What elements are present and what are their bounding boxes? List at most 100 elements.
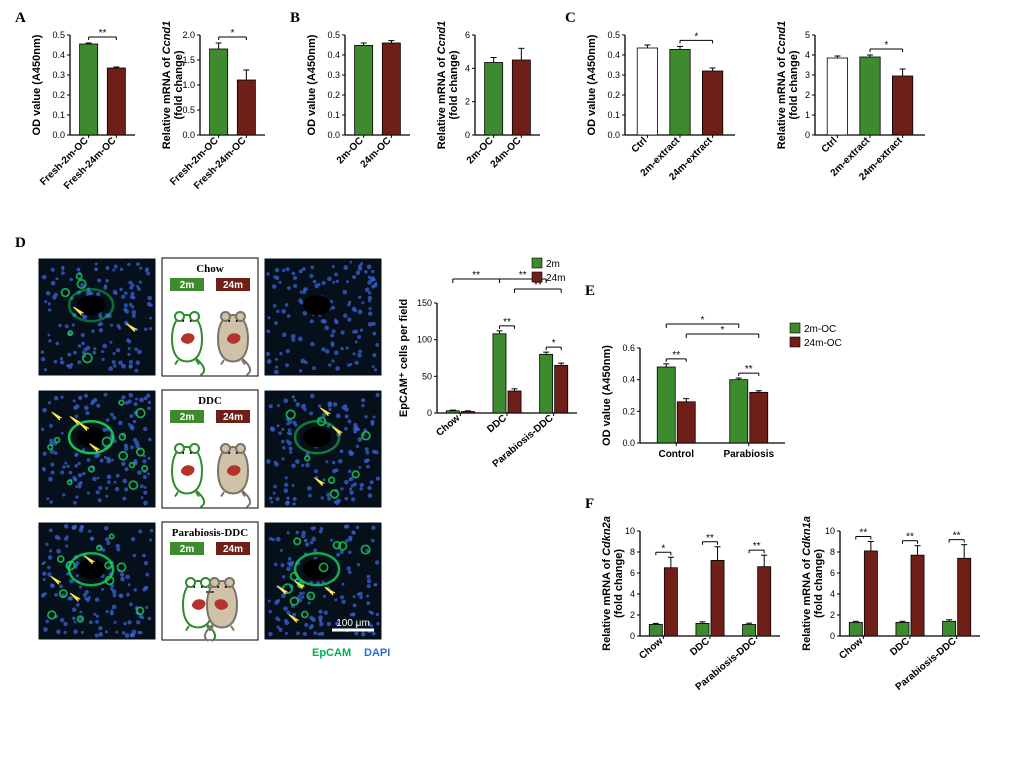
svg-text:**: **	[859, 528, 867, 539]
svg-text:8: 8	[630, 547, 635, 557]
panel-A: A 0.00.10.20.30.40.5OD value (A450nm)Fre…	[20, 15, 285, 230]
svg-text:DDC: DDC	[888, 636, 912, 658]
svg-text:Chow: Chow	[837, 636, 865, 662]
svg-text:2m: 2m	[180, 544, 195, 555]
svg-text:2.0: 2.0	[182, 30, 195, 40]
svg-text:Fresh-2m-OC: Fresh-2m-OC	[38, 135, 91, 188]
svg-text:*: *	[884, 40, 888, 51]
svg-text:100 μm: 100 μm	[336, 618, 370, 629]
svg-text:**: **	[672, 350, 680, 361]
svg-text:*: *	[231, 28, 235, 39]
svg-text:0.5: 0.5	[52, 30, 65, 40]
svg-text:Control: Control	[658, 449, 694, 460]
svg-text:6: 6	[630, 568, 635, 578]
svg-text:EpCAM⁺ cells per field: EpCAM⁺ cells per field	[398, 299, 410, 417]
svg-text:DDC: DDC	[688, 636, 712, 658]
svg-text:0.1: 0.1	[52, 110, 65, 120]
svg-text:0.5: 0.5	[607, 30, 620, 40]
svg-text:DDC: DDC	[198, 395, 222, 407]
svg-text:**: **	[503, 317, 511, 328]
svg-text:2: 2	[805, 90, 810, 100]
panel-F: F 0246810Relative mRNA of Cdkn2a(fold ch…	[590, 501, 990, 726]
svg-text:1: 1	[805, 110, 810, 120]
svg-text:Ctrl: Ctrl	[630, 135, 650, 155]
svg-text:24m: 24m	[223, 412, 243, 423]
svg-text:0.2: 0.2	[607, 90, 620, 100]
svg-text:0.4: 0.4	[52, 50, 65, 60]
svg-text:0: 0	[630, 631, 635, 641]
svg-text:Fresh-24m-OC: Fresh-24m-OC	[192, 135, 249, 192]
svg-text:**: **	[519, 270, 527, 281]
svg-text:4: 4	[630, 589, 635, 599]
svg-text:4: 4	[830, 589, 835, 599]
svg-text:0: 0	[805, 130, 810, 140]
panel-E: E 0.00.20.40.6OD value (A450nm)ControlPa…	[590, 288, 990, 493]
svg-text:0.3: 0.3	[52, 70, 65, 80]
svg-text:Fresh-2m-OC: Fresh-2m-OC	[168, 135, 221, 188]
svg-text:Relative mRNA of Cdkn1a(fold c: Relative mRNA of Cdkn1a(fold change)	[801, 516, 825, 651]
panel-D: D Chow2m24mDDC2m24mParabiosis-DDC2m24m10…	[20, 240, 580, 740]
svg-text:0.1: 0.1	[607, 110, 620, 120]
svg-text:*: *	[721, 325, 725, 336]
svg-text:0.3: 0.3	[607, 70, 620, 80]
svg-text:0.5: 0.5	[327, 30, 340, 40]
svg-text:Chow: Chow	[434, 413, 462, 439]
svg-text:*: *	[694, 31, 698, 42]
svg-text:*: *	[701, 315, 705, 326]
svg-text:0.2: 0.2	[52, 90, 65, 100]
svg-text:0.4: 0.4	[327, 50, 340, 60]
svg-text:DAPI: DAPI	[364, 647, 390, 659]
svg-text:50: 50	[422, 371, 432, 381]
svg-text:10: 10	[825, 526, 835, 536]
svg-text:Parabiosis-DDC: Parabiosis-DDC	[172, 527, 248, 539]
svg-text:10: 10	[625, 526, 635, 536]
svg-text:OD value (A450nm): OD value (A450nm)	[306, 34, 318, 135]
panel-label-E: E	[585, 283, 595, 300]
svg-text:24m: 24m	[223, 280, 243, 291]
svg-text:3: 3	[805, 70, 810, 80]
panel-B: B 0.00.10.20.30.40.5OD value (A450nm)2m-…	[295, 15, 560, 230]
svg-text:24m: 24m	[546, 273, 565, 284]
svg-text:**: **	[472, 270, 480, 281]
svg-text:0.4: 0.4	[607, 50, 620, 60]
svg-text:OD value (A450nm): OD value (A450nm)	[601, 345, 613, 446]
svg-text:4: 4	[465, 63, 470, 73]
svg-text:100: 100	[417, 335, 432, 345]
svg-text:0.0: 0.0	[52, 130, 65, 140]
svg-text:6: 6	[830, 568, 835, 578]
svg-text:DDC: DDC	[485, 413, 509, 435]
svg-text:6: 6	[465, 30, 470, 40]
svg-text:Chow: Chow	[637, 636, 665, 662]
svg-text:0.2: 0.2	[622, 406, 635, 416]
svg-text:0.0: 0.0	[607, 130, 620, 140]
svg-text:*: *	[661, 543, 665, 554]
svg-text:0.4: 0.4	[622, 375, 635, 385]
svg-text:2: 2	[465, 97, 470, 107]
svg-text:Parabiosis: Parabiosis	[723, 449, 774, 460]
svg-text:OD value (A450nm): OD value (A450nm)	[586, 34, 598, 135]
svg-text:Relative mRNA of Ccnd1(fold ch: Relative mRNA of Ccnd1(fold change)	[436, 21, 460, 150]
svg-text:24m-OC: 24m-OC	[359, 135, 394, 170]
svg-text:*: *	[552, 338, 556, 349]
svg-text:2m: 2m	[180, 280, 195, 291]
svg-text:Relative mRNA of Ccnd1(fold ch: Relative mRNA of Ccnd1(fold change)	[776, 21, 800, 150]
panel-label-C: C	[565, 10, 576, 27]
svg-text:0: 0	[465, 130, 470, 140]
svg-text:150: 150	[417, 298, 432, 308]
svg-text:Relative mRNA of Ccnd1(fold ch: Relative mRNA of Ccnd1(fold change)	[161, 21, 185, 150]
panel-label-B: B	[290, 10, 300, 27]
svg-text:8: 8	[830, 547, 835, 557]
svg-text:Relative mRNA of Cdkn2a(fold c: Relative mRNA of Cdkn2a(fold change)	[601, 516, 625, 651]
panel-label-A: A	[15, 10, 26, 27]
svg-text:Ctrl: Ctrl	[820, 135, 840, 155]
svg-text:**: **	[99, 28, 107, 39]
svg-text:0: 0	[427, 408, 432, 418]
svg-text:0.2: 0.2	[327, 90, 340, 100]
svg-text:2m: 2m	[546, 259, 560, 270]
svg-text:24m-OC: 24m-OC	[804, 338, 842, 349]
panel-label-D: D	[15, 235, 26, 252]
svg-text:0.0: 0.0	[182, 130, 195, 140]
svg-text:2m-OC: 2m-OC	[804, 324, 836, 335]
svg-text:**: **	[745, 364, 753, 375]
panel-label-F: F	[585, 496, 594, 513]
